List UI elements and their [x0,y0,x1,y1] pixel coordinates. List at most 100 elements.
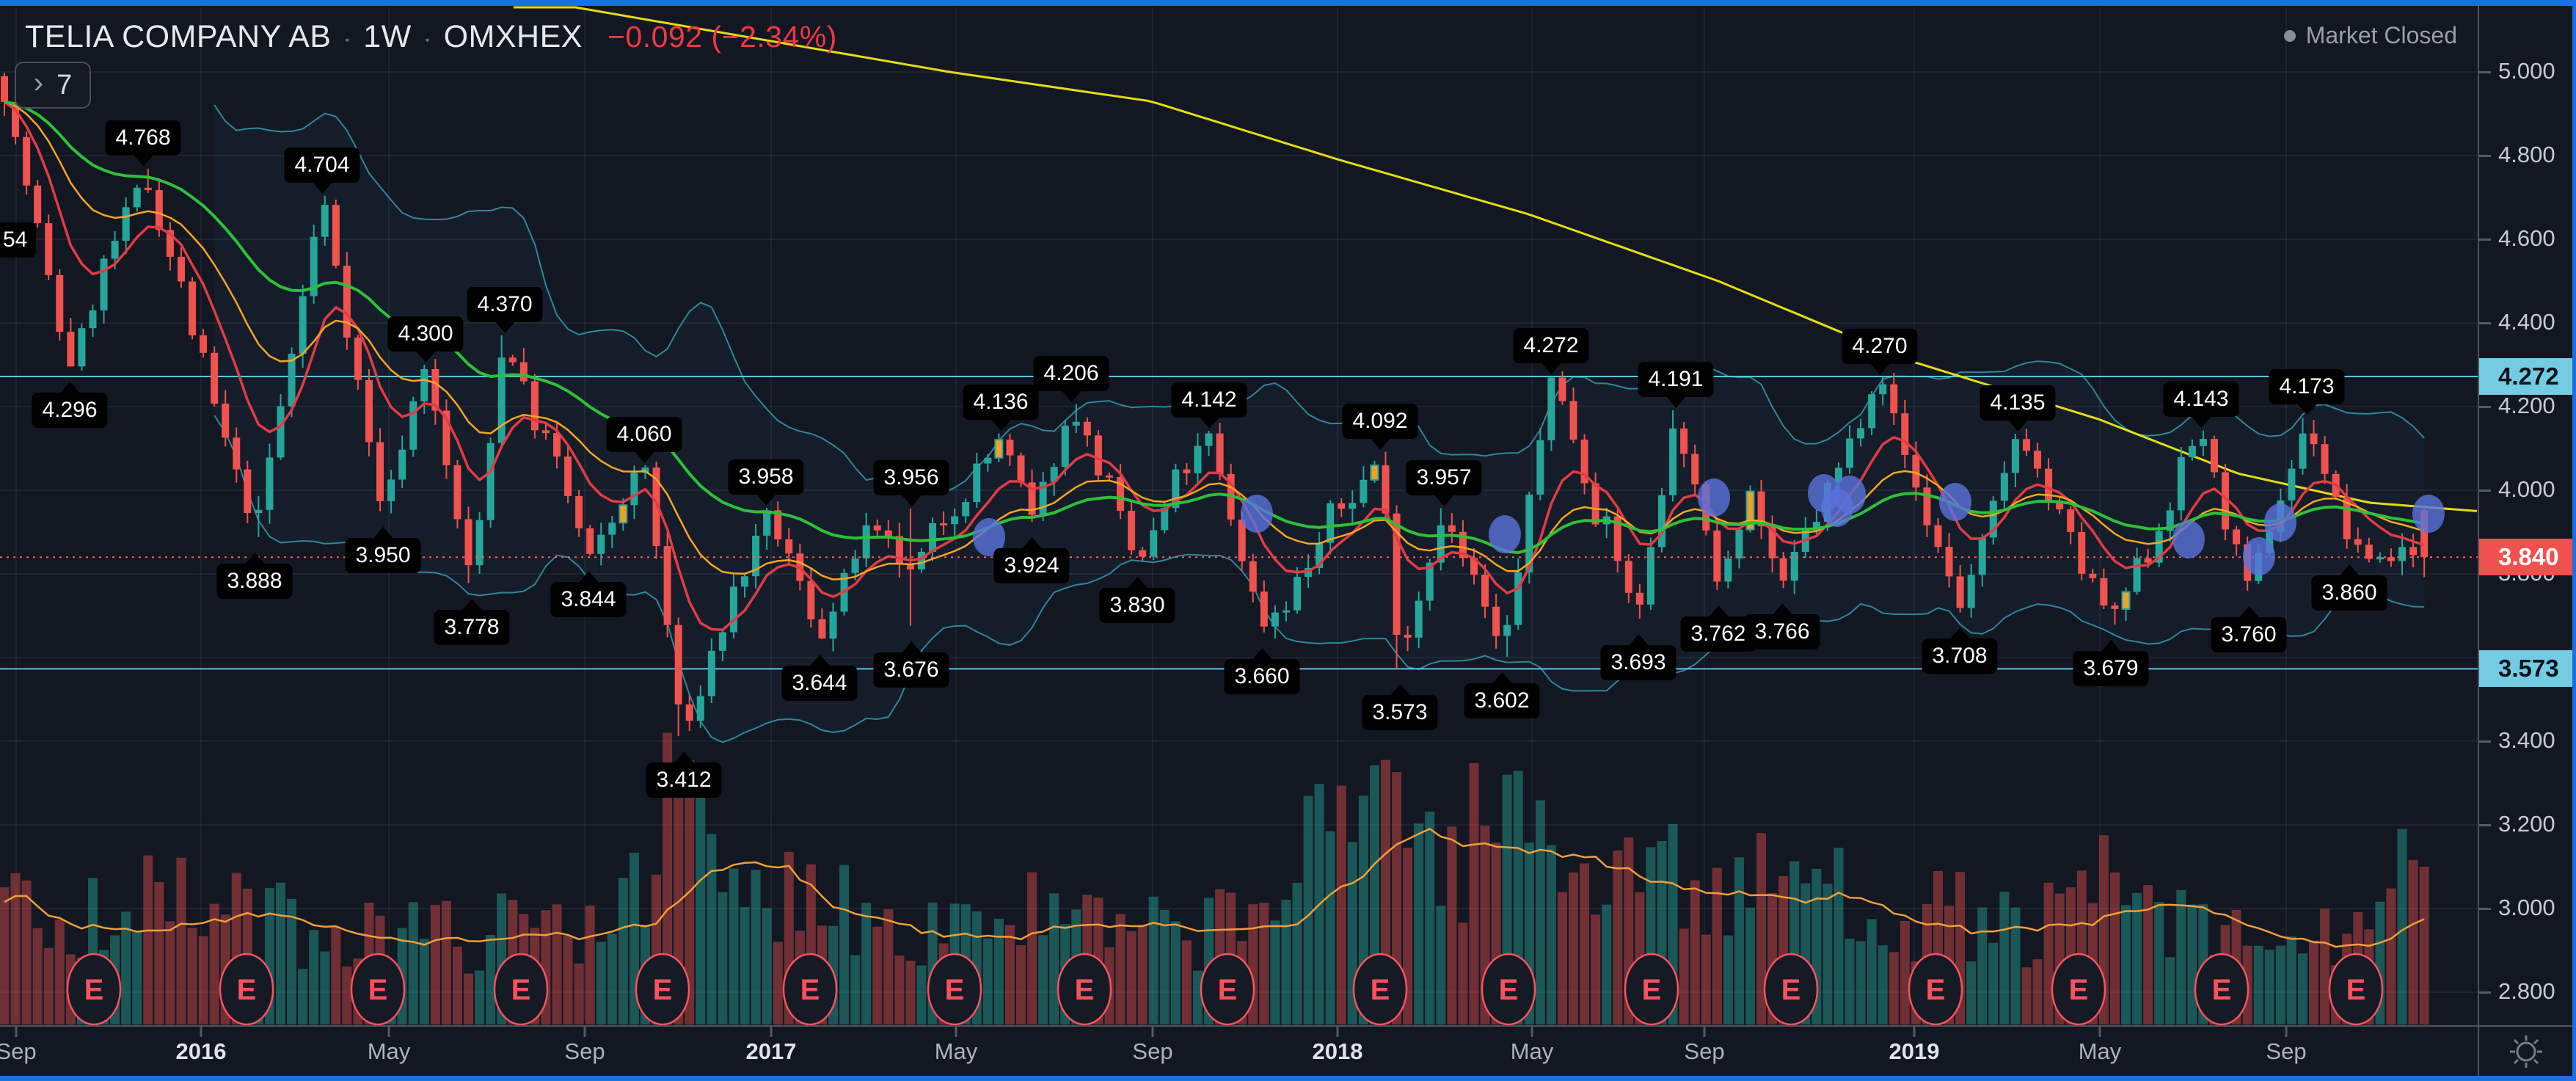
candle-body [497,357,506,443]
earnings-marker[interactable]: E [782,953,838,1026]
candle-body [2034,451,2042,469]
candle-body [2354,539,2362,545]
candle-body [641,467,649,473]
candle-body [1834,467,1842,483]
legend-collapse-button[interactable]: › 7 [15,62,91,109]
candle-body [1757,491,1765,527]
candle-body [2067,509,2075,532]
candle-body [1404,634,1412,638]
pivot-label: 4.272 [1513,327,1589,363]
earnings-marker[interactable]: E [493,953,549,1026]
earnings-marker[interactable]: E [350,953,406,1026]
pivot-label: 4.296 [32,393,108,429]
earnings-marker[interactable]: E [2328,953,2384,1026]
pivot-label: 4.704 [284,147,360,183]
candle-body [1216,433,1224,474]
candle-body [222,403,230,438]
volume-bar [1281,899,1291,1024]
volume-bar [1027,872,1037,1024]
svg-text:E: E [237,974,257,1006]
volume-bar [1889,952,1899,1024]
candle-body [376,442,384,501]
earnings-marker[interactable]: E [927,953,982,1026]
volume-bar [1414,823,1424,1024]
volume-bar [32,928,43,1024]
event-dot[interactable] [1834,476,1866,514]
candle-body [133,187,141,208]
pivot-label: 4.143 [2163,382,2239,418]
candle-body [442,410,450,465]
event-dot[interactable] [1489,515,1521,553]
time-tick-label: Sep [0,1038,37,1064]
price-axis[interactable]: 5.0004.8004.6004.4004.2004.0003.8003.400… [2479,6,2572,1025]
earnings-marker[interactable]: E [1624,953,1679,1026]
earnings-marker[interactable]: E [1200,953,1255,1026]
price-tick-label: 4.000 [2498,476,2555,502]
volume-bar [1192,970,1203,1024]
candle-body [255,509,263,514]
volume-bar [2010,907,2021,1024]
event-dot[interactable] [2243,537,2275,575]
event-dot[interactable] [973,518,1005,556]
sun-theme-icon[interactable] [2507,1033,2545,1071]
volume-bar [276,882,285,1024]
symbol-title: TELIA COMPANY AB [25,19,332,54]
candle-body [1294,577,1302,611]
volume-bar [2264,949,2274,1024]
volume-bar [1966,961,1977,1024]
earnings-marker[interactable]: E [219,953,274,1026]
earnings-marker[interactable]: E [1352,953,1408,1026]
earnings-marker[interactable]: E [66,953,122,1026]
earnings-marker[interactable]: E [2194,953,2250,1026]
event-dot[interactable] [2172,520,2205,558]
time-tick-dash [770,1027,773,1037]
earnings-marker[interactable]: E [635,953,690,1026]
candle-body [884,530,892,536]
volume-bar [452,946,462,1024]
candle-body [1613,516,1621,561]
candle-body [1956,576,1964,608]
volume-bar [2408,859,2418,1024]
candle-body [475,520,484,566]
event-dot[interactable] [2412,495,2445,533]
volume-bar [132,931,142,1024]
candle-body [233,437,241,470]
volume-bar [21,880,32,1024]
time-axis[interactable]: Sep 2016 May Sep 2017 May Sep 2018 May Sep 2019 May… [0,1027,2478,1076]
candle-body [177,256,185,282]
candle-body [67,332,75,367]
volume-bar [1900,920,1910,1024]
candle-body [155,190,163,230]
candle-body [2177,456,2185,511]
earnings-marker[interactable]: E [1057,953,1112,1026]
candle-body [166,230,174,257]
earnings-marker[interactable]: E [2051,953,2106,1026]
candle-body [2365,545,2373,559]
candle-body [818,619,826,639]
price-tick-label: 3.200 [2498,811,2555,837]
volume-bar [2286,936,2296,1024]
candle-body [1481,575,1489,607]
earnings-marker[interactable]: E [1481,953,1536,1026]
event-dot[interactable] [1939,483,1971,521]
candle-body [343,265,351,338]
candle-body [973,463,981,503]
volume-bar [165,921,175,1024]
event-dot[interactable] [1698,478,1730,517]
event-dot[interactable] [2264,503,2296,542]
event-dot[interactable] [1241,495,1273,533]
earnings-marker[interactable]: E [1908,953,1963,1026]
candle-body [2387,557,2395,561]
candle-body [940,523,948,525]
earnings-marker[interactable]: E [1763,953,1819,1026]
candle-body [2011,439,2019,473]
chevron-right-icon: › [33,67,44,99]
pivot-label: 3.950 [345,537,421,573]
candle-body [2188,445,2196,457]
candle-body [2045,468,2053,501]
volume-bar [596,942,606,1024]
candle-body [2398,547,2407,561]
interval-label[interactable]: 1W [363,19,412,54]
candle-body [1967,575,1975,608]
